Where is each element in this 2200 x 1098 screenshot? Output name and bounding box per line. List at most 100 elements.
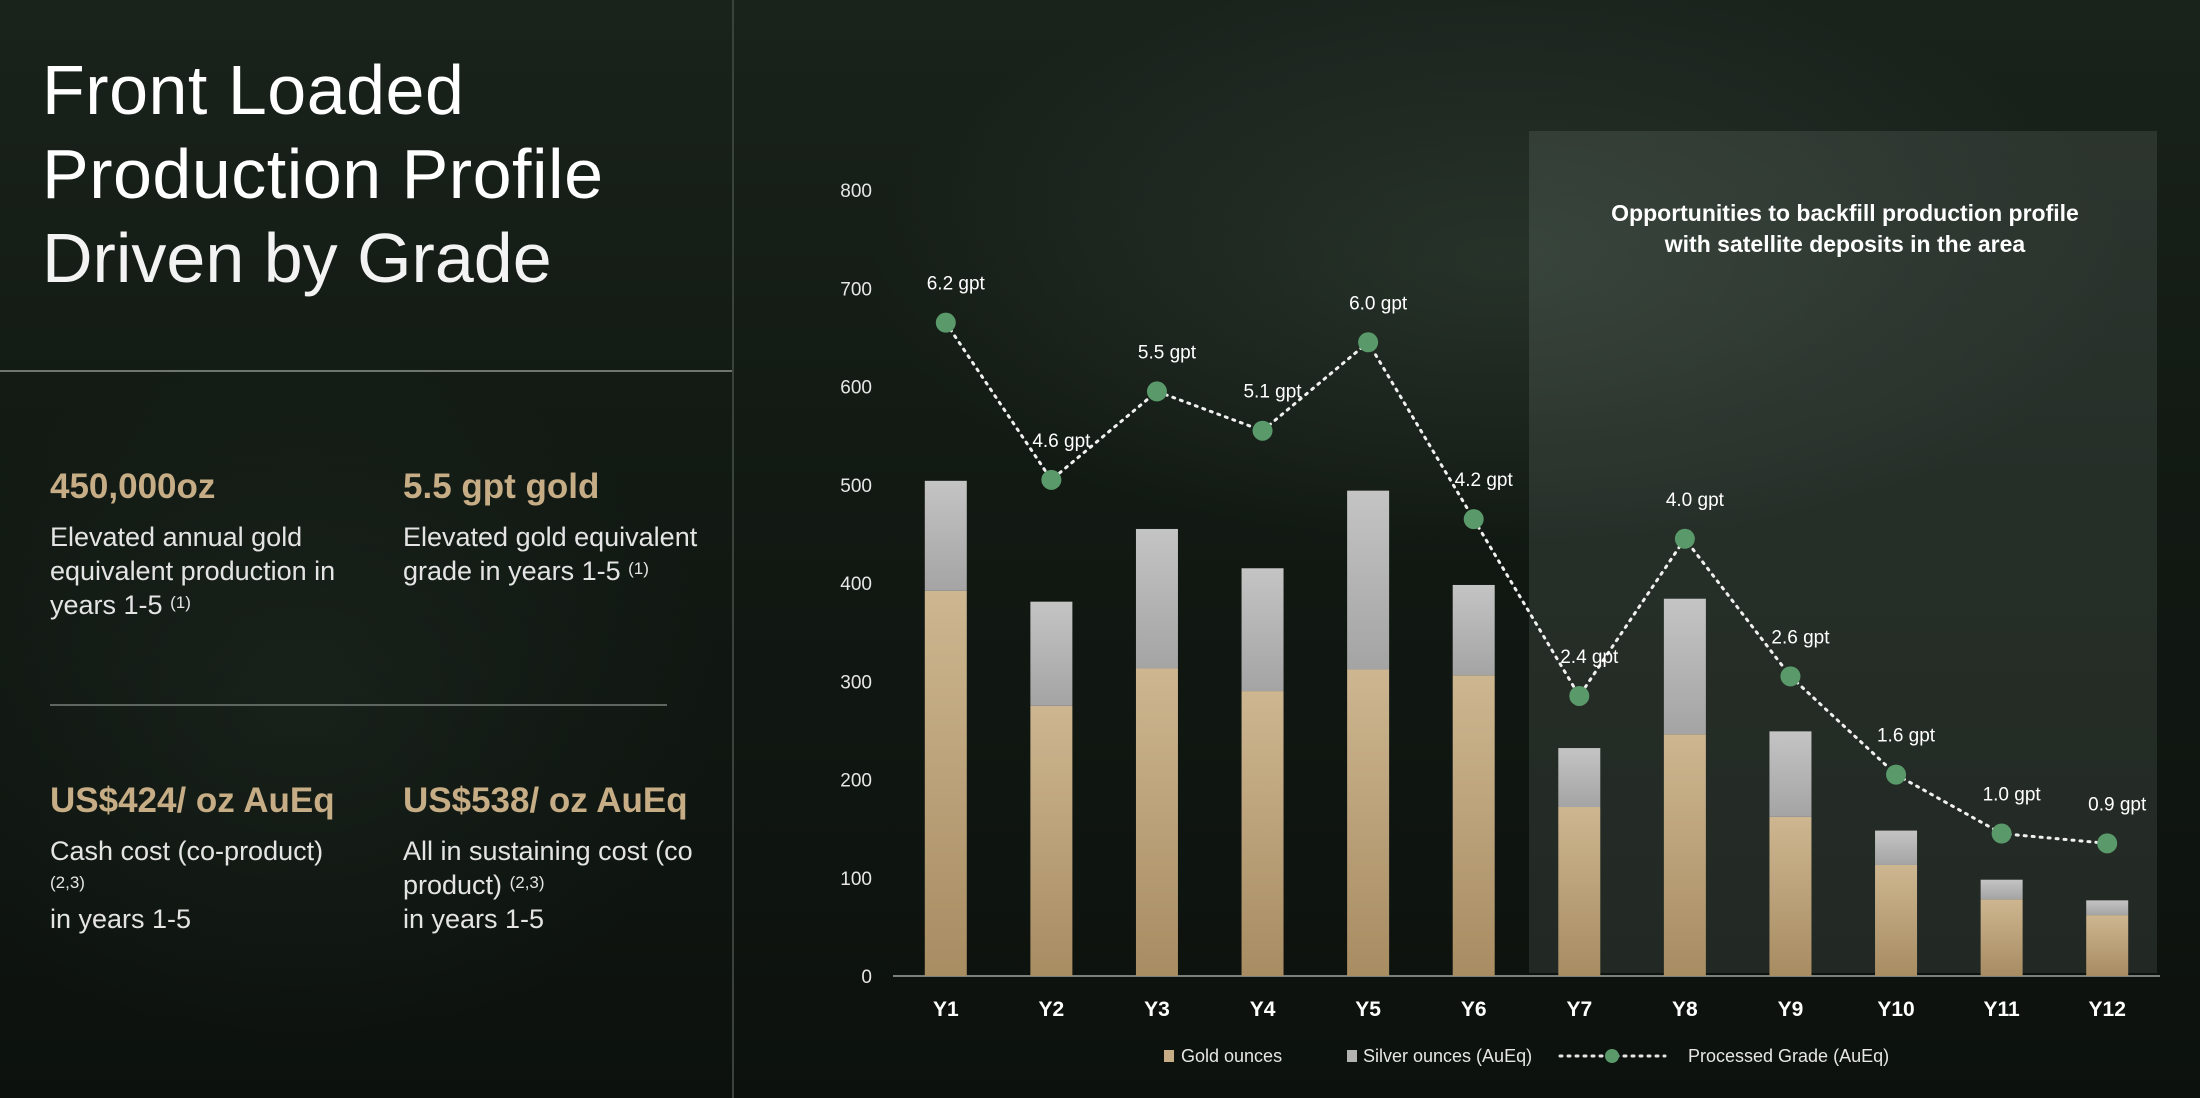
kpi-desc-text: All in sustaining cost (co product)	[403, 836, 693, 900]
grade-label: 0.9 gpt	[2088, 794, 2147, 815]
x-tick-label: Y11	[1984, 998, 2021, 1021]
kpi-aisc: US$538/ oz AuEq All in sustaining cost (…	[403, 778, 723, 936]
y-tick-label: 800	[840, 181, 872, 202]
grade-marker	[1463, 509, 1484, 530]
kpi-footnote: (1)	[170, 593, 191, 612]
bar-gold-ounces	[1663, 734, 1706, 976]
title-divider	[0, 370, 732, 372]
kpi-value: US$538/ oz AuEq	[403, 781, 688, 820]
legend-label-gold: Gold ounces	[1181, 1046, 1282, 1066]
x-tick-label: Y12	[2089, 998, 2126, 1021]
y-tick-label: 400	[840, 574, 872, 595]
kpi-desc-text-2: in years 1-5	[50, 904, 192, 934]
bar-silver-ounces	[2086, 900, 2129, 916]
grade-marker	[1991, 823, 2012, 844]
x-tick-label: Y1	[933, 998, 959, 1021]
x-tick-label: Y2	[1039, 998, 1065, 1021]
y-tick-label: 600	[840, 378, 872, 399]
grade-marker	[1041, 469, 1062, 490]
backfill-annotation: Opportunities to backfill production pro…	[1611, 200, 2079, 257]
grade-marker	[1146, 381, 1167, 402]
grade-label: 6.0 gpt	[1349, 293, 1408, 314]
y-tick-label: 0	[861, 967, 872, 988]
bar-gold-ounces	[1980, 899, 2023, 976]
kpi-value: 450,000oz	[50, 467, 216, 506]
kpi-annual-production: 450,000oz Elevated annual gold equivalen…	[50, 464, 380, 622]
bar-silver-ounces	[1980, 879, 2023, 900]
bar-gold-ounces	[1347, 669, 1390, 976]
y-tick-label: 700	[840, 279, 872, 300]
y-tick-label: 100	[840, 869, 872, 890]
kpi-divider	[50, 704, 667, 706]
kpi-desc-text: Elevated gold equivalent grade in years …	[403, 522, 698, 586]
grade-marker	[1358, 332, 1379, 353]
kpi-footnote: (2,3)	[509, 873, 545, 892]
x-tick-label: Y6	[1461, 998, 1487, 1021]
grade-marker	[1886, 764, 1907, 785]
bar-silver-ounces	[1875, 830, 1918, 865]
x-tick-label: Y3	[1144, 998, 1170, 1021]
grade-label: 2.6 gpt	[1771, 627, 1830, 648]
kpi-desc-text: Elevated annual gold equivalent producti…	[50, 522, 336, 620]
vertical-divider	[732, 0, 734, 1098]
title-line-2: Production Profile	[42, 135, 604, 213]
kpi-grade: 5.5 gpt gold Elevated gold equivalent gr…	[403, 464, 733, 588]
kpi-desc-text-2: in years 1-5	[403, 904, 545, 934]
grade-label: 4.0 gpt	[1666, 490, 1725, 511]
kpi-description: Elevated annual gold equivalent producti…	[50, 520, 380, 622]
bar-silver-ounces	[1135, 528, 1178, 669]
legend-swatch-gold	[1164, 1050, 1174, 1062]
grade-marker	[1674, 528, 1695, 549]
title-line-1: Front Loaded	[42, 51, 465, 129]
bar-gold-ounces	[1135, 668, 1178, 976]
kpi-footnote: (1)	[628, 559, 649, 578]
legend-label-silver: Silver ounces (AuEq)	[1363, 1046, 1532, 1066]
grade-label: 1.6 gpt	[1877, 726, 1936, 747]
grade-label: 2.4 gpt	[1560, 647, 1619, 668]
kpi-description: Cash cost (co-product) (2,3) in years 1-5	[50, 834, 340, 936]
grade-marker	[1569, 685, 1590, 706]
bar-gold-ounces	[1030, 705, 1073, 976]
y-tick-label: 200	[840, 771, 872, 792]
x-tick-label: Y4	[1250, 998, 1276, 1021]
title-line-3: Driven by Grade	[42, 219, 552, 297]
x-tick-label: Y9	[1778, 998, 1804, 1021]
y-tick-label: 500	[840, 476, 872, 497]
grade-label: 6.2 gpt	[927, 274, 986, 295]
y-tick-label: 300	[840, 672, 872, 693]
kpi-description: All in sustaining cost (co product) (2,3…	[403, 834, 723, 936]
kpi-footnote: (2,3)	[50, 873, 85, 892]
grade-marker	[935, 312, 956, 333]
bar-gold-ounces	[1452, 675, 1495, 976]
backfill-opportunity-region	[1529, 131, 2157, 973]
bar-silver-ounces	[1769, 731, 1812, 817]
grade-label: 1.0 gpt	[1983, 785, 2042, 806]
bar-silver-ounces	[1030, 601, 1073, 706]
x-tick-label: Y7	[1566, 998, 1592, 1021]
grade-marker	[2097, 833, 2118, 854]
bar-silver-ounces	[1663, 598, 1706, 735]
bar-gold-ounces	[1558, 807, 1601, 976]
kpi-description: Elevated gold equivalent grade in years …	[403, 520, 733, 588]
x-tick-label: Y5	[1355, 998, 1381, 1021]
grade-label: 5.5 gpt	[1138, 342, 1197, 363]
grade-marker	[1252, 420, 1273, 441]
bar-gold-ounces	[1241, 691, 1284, 976]
grade-line	[944, 321, 2109, 845]
kpi-cash-cost: US$424/ oz AuEq Cash cost (co-product) (…	[50, 778, 340, 936]
bar-silver-ounces	[1558, 748, 1601, 808]
legend-swatch-grade-marker	[1605, 1049, 1619, 1063]
x-tick-label: Y8	[1672, 998, 1698, 1021]
kpi-value: US$424/ oz AuEq	[50, 781, 335, 820]
grade-label: 4.2 gpt	[1455, 470, 1514, 491]
bar-silver-ounces	[1241, 568, 1284, 692]
grade-label: 4.6 gpt	[1032, 431, 1091, 452]
kpi-value: 5.5 gpt gold	[403, 467, 600, 506]
kpi-desc-text: Cash cost (co-product)	[50, 836, 324, 866]
page-title: Front Loaded Production Profile Driven b…	[42, 48, 604, 300]
bar-gold-ounces	[1769, 816, 1812, 976]
bar-gold-ounces	[2086, 915, 2129, 976]
bar-silver-ounces	[1452, 584, 1495, 676]
legend-swatch-silver	[1347, 1050, 1357, 1062]
